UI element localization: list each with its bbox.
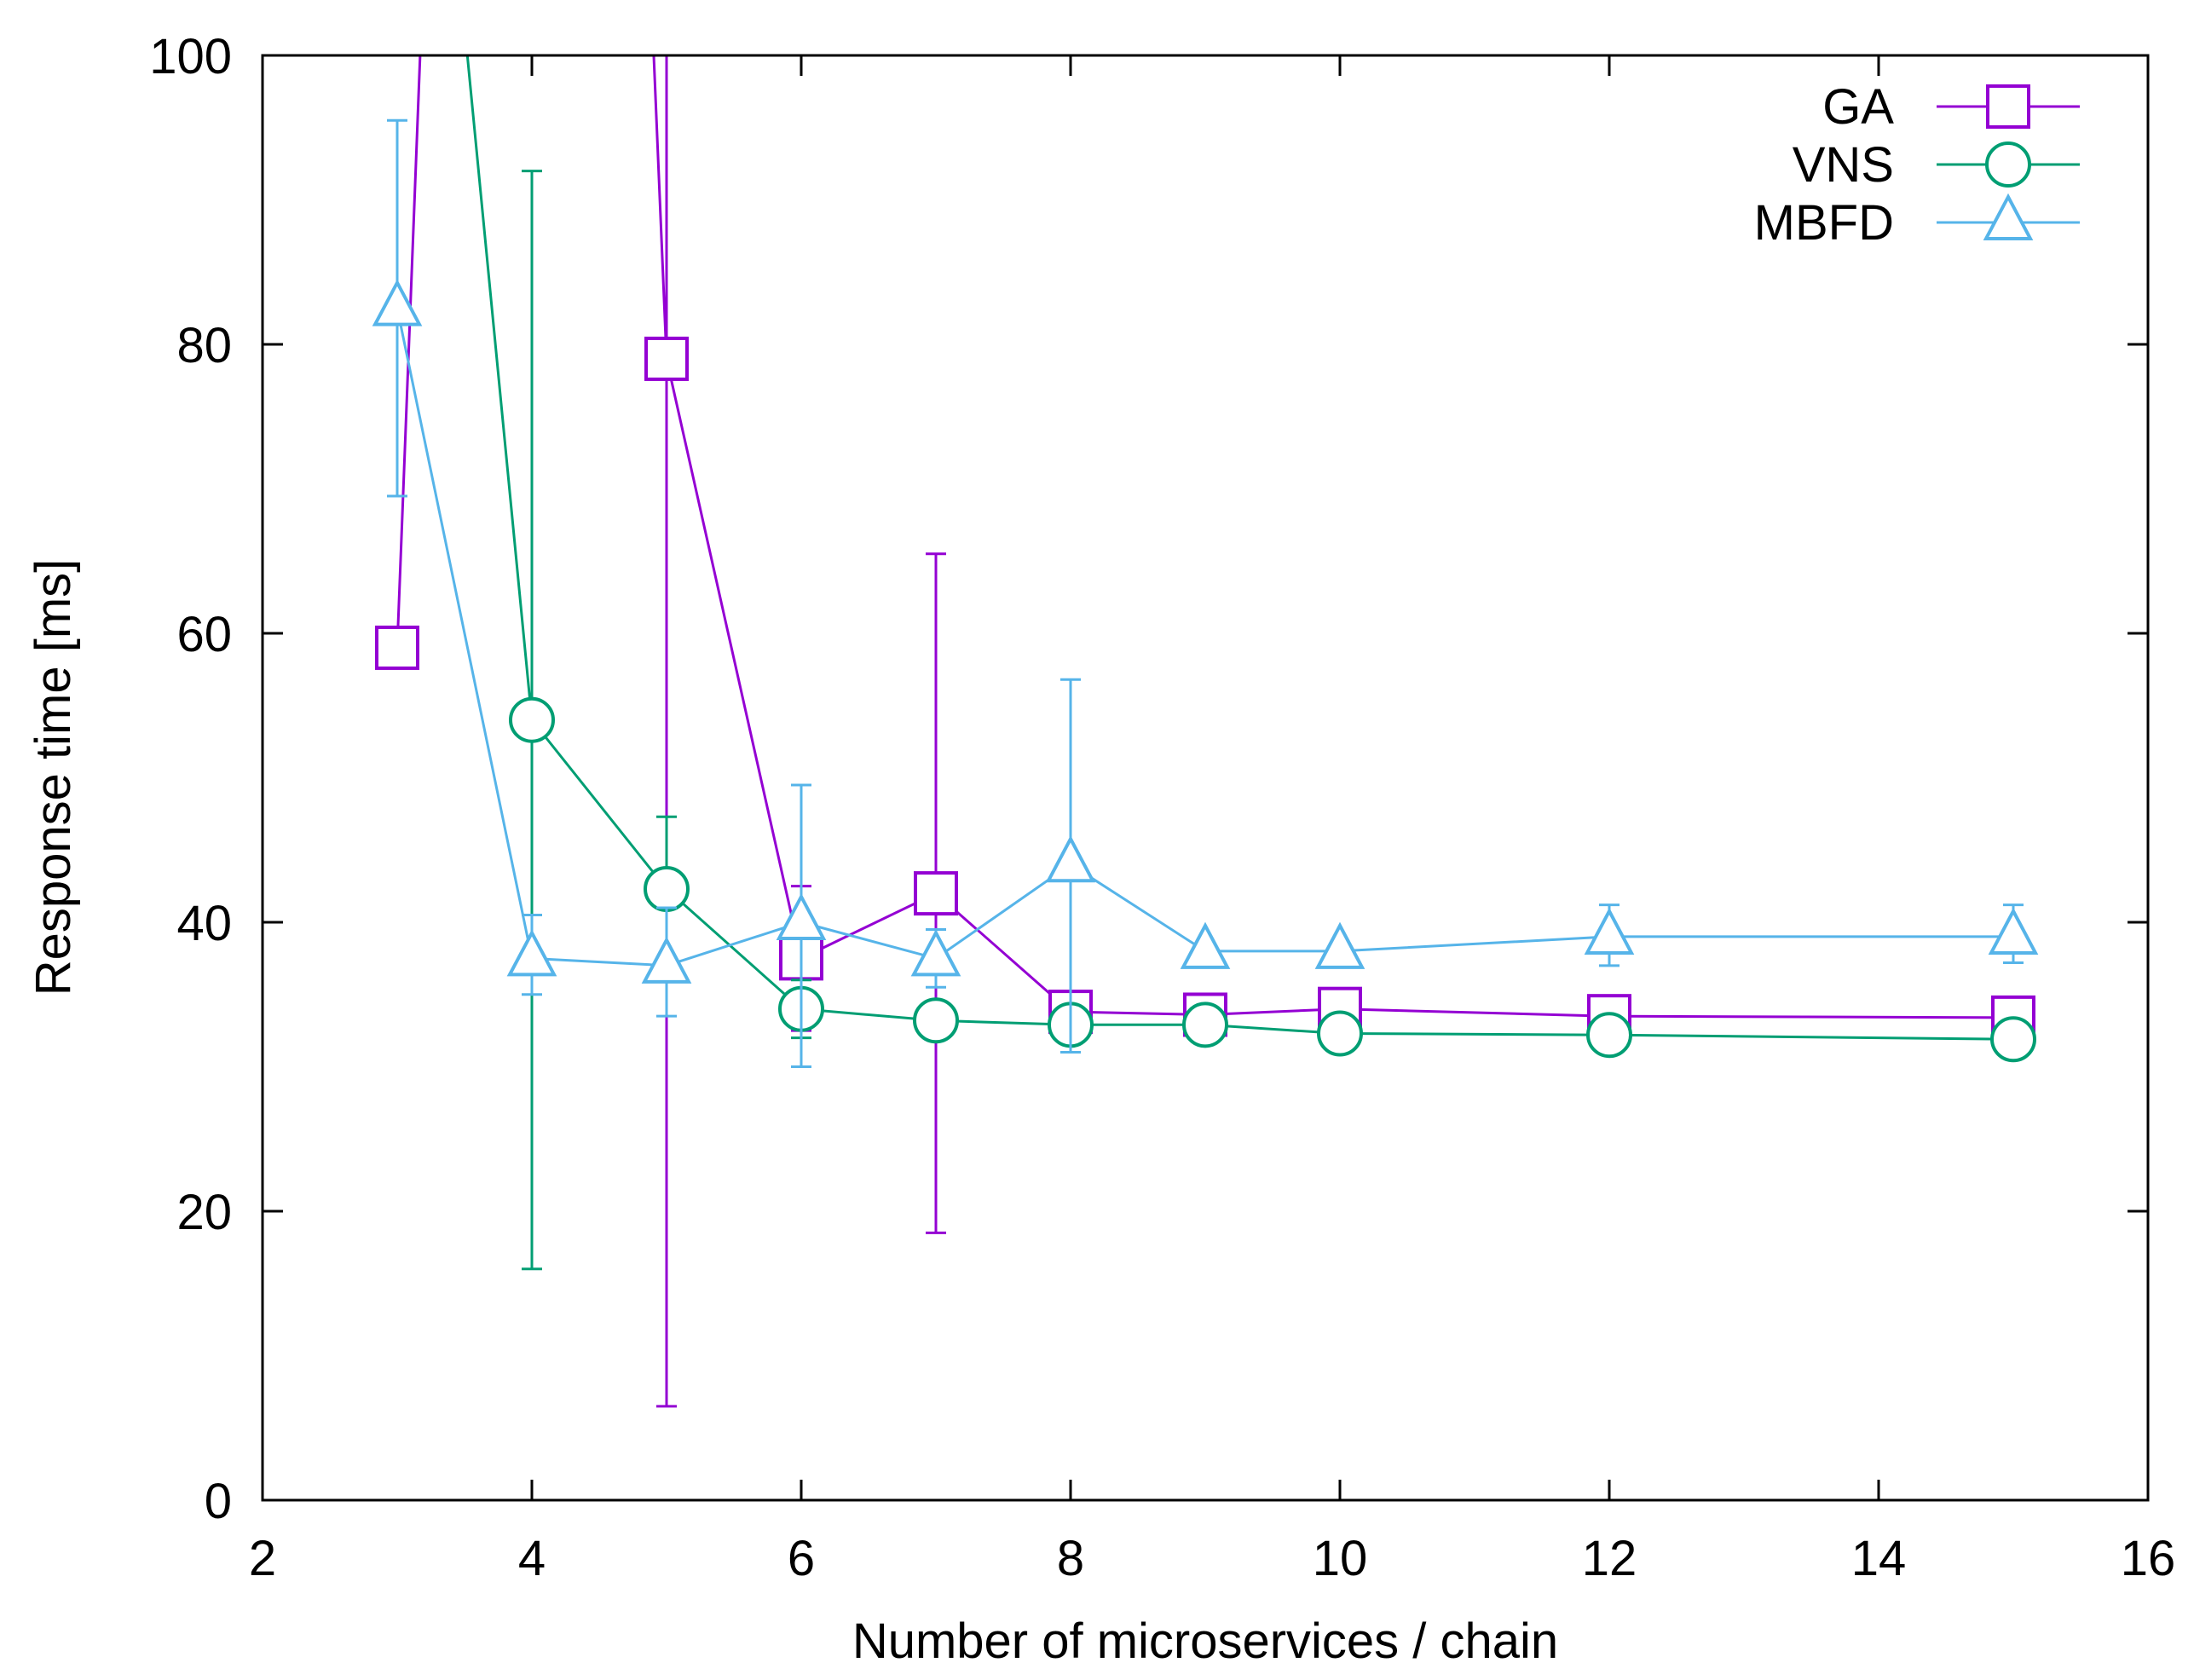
vns-point xyxy=(1317,1010,1363,1057)
x-tick-label: 2 xyxy=(249,1531,276,1586)
legend-label-vns: VNS xyxy=(1793,137,1894,193)
vns-point xyxy=(509,696,555,743)
mbfd-point xyxy=(372,279,423,326)
mbfd-point xyxy=(1314,921,1365,969)
y-tick-label: 20 xyxy=(176,1185,232,1240)
vns-point xyxy=(1586,1012,1632,1059)
legend-marker-vns xyxy=(1985,141,2031,188)
mbfd-point xyxy=(1180,921,1231,969)
y-tick-label: 40 xyxy=(176,896,232,951)
y-tick-label: 100 xyxy=(149,29,232,84)
y-tick-label: 80 xyxy=(176,318,232,373)
y-axis-label: Response time [ms] xyxy=(26,559,81,996)
x-tick-label: 6 xyxy=(788,1531,815,1586)
plot-frame xyxy=(261,54,2150,1502)
vns-point xyxy=(644,866,690,913)
x-tick-label: 16 xyxy=(2121,1531,2176,1586)
ga-line xyxy=(395,55,2014,1019)
y-tick-label: 0 xyxy=(205,1474,232,1529)
mbfd-line xyxy=(395,308,2013,967)
y-tick-label: 60 xyxy=(176,607,232,662)
legend-marker-ga xyxy=(1986,84,2030,129)
mbfd-point xyxy=(1045,834,1096,883)
legend-label-mbfd: MBFD xyxy=(1754,195,1894,251)
mbfd-point xyxy=(776,892,827,940)
vns-line xyxy=(465,55,2014,1041)
x-axis-ticks: 2 4 6 8 10 12 14 16 xyxy=(249,55,2175,1586)
ga-point xyxy=(644,336,689,381)
x-tick-label: 8 xyxy=(1057,1531,1084,1586)
x-tick-label: 4 xyxy=(518,1531,546,1586)
vns-point xyxy=(1182,1002,1228,1048)
x-tick-label: 10 xyxy=(1313,1531,1368,1586)
series-vns xyxy=(465,55,2036,1271)
y-axis-ticks: 0 20 40 60 80 100 xyxy=(149,29,2148,1529)
mbfd-point xyxy=(910,929,961,977)
x-axis-label: Number of microservices / chain xyxy=(852,1614,1558,1669)
legend-marker-mbfd xyxy=(1983,193,2034,240)
x-tick-label: 14 xyxy=(1851,1531,1907,1586)
mbfd-point xyxy=(1584,907,1635,955)
vns-point xyxy=(1990,1016,2036,1063)
plot-area xyxy=(372,55,2039,1408)
series-mbfd xyxy=(372,118,2039,1068)
legend-label-ga: GA xyxy=(1822,79,1894,135)
vns-point xyxy=(913,997,959,1044)
ga-point xyxy=(914,871,958,916)
mbfd-point xyxy=(506,929,557,977)
mbfd-point xyxy=(1988,907,2039,955)
ga-point xyxy=(375,625,419,670)
x-tick-label: 12 xyxy=(1582,1531,1637,1586)
mbfd-point xyxy=(641,936,692,984)
